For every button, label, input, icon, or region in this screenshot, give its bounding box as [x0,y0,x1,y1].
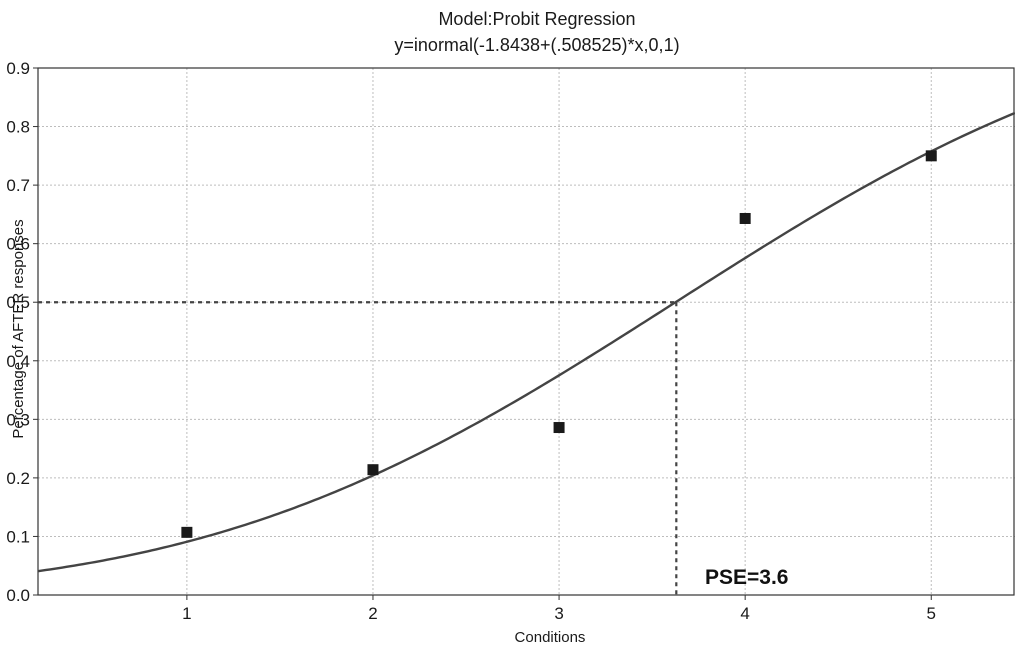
y-tick-label: 0.8 [6,118,30,137]
x-tick-label: 5 [927,604,936,623]
pse-annotation: PSE=3.6 [705,566,788,589]
data-point [739,212,751,224]
y-tick-label: 0.2 [6,469,30,488]
x-tick-label: 3 [554,604,563,623]
y-tick-label: 0.5 [6,293,30,312]
data-point [181,526,193,538]
y-tick-label: 0.9 [6,59,30,78]
y-axis-label: Percentage of AFTER responses [10,219,27,438]
pse-reference-lines [38,301,678,595]
x-ticks: 1 2 3 4 5 [182,595,936,623]
y-tick-label: 0.4 [6,352,30,371]
plot-frame [37,67,1015,596]
plot-border [37,67,1015,596]
chart-subtitle: y=inormal(-1.8438+(.508525)*x,0,1) [394,35,679,55]
x-tick-label: 4 [740,604,749,623]
x-tick-label: 2 [368,604,377,623]
data-points [181,150,937,538]
y-ticks: 0.0 0.1 0.2 0.3 0.4 0.5 0.6 0.7 0.8 0.9 [6,59,38,605]
grid [38,68,1015,595]
chart-title: Model:Probit Regression [438,9,635,29]
y-tick-label: 0.1 [6,527,30,546]
data-point [925,150,937,162]
data-point [367,464,379,476]
data-point [553,422,565,434]
y-tick-label: 0.7 [6,176,30,195]
x-tick-label: 1 [182,604,191,623]
y-tick-label: 0.3 [6,410,30,429]
fit-curve [37,111,1015,573]
y-tick-label: 0.6 [6,235,30,254]
y-tick-label: 0.0 [6,586,30,605]
x-axis-label: Conditions [515,629,586,646]
